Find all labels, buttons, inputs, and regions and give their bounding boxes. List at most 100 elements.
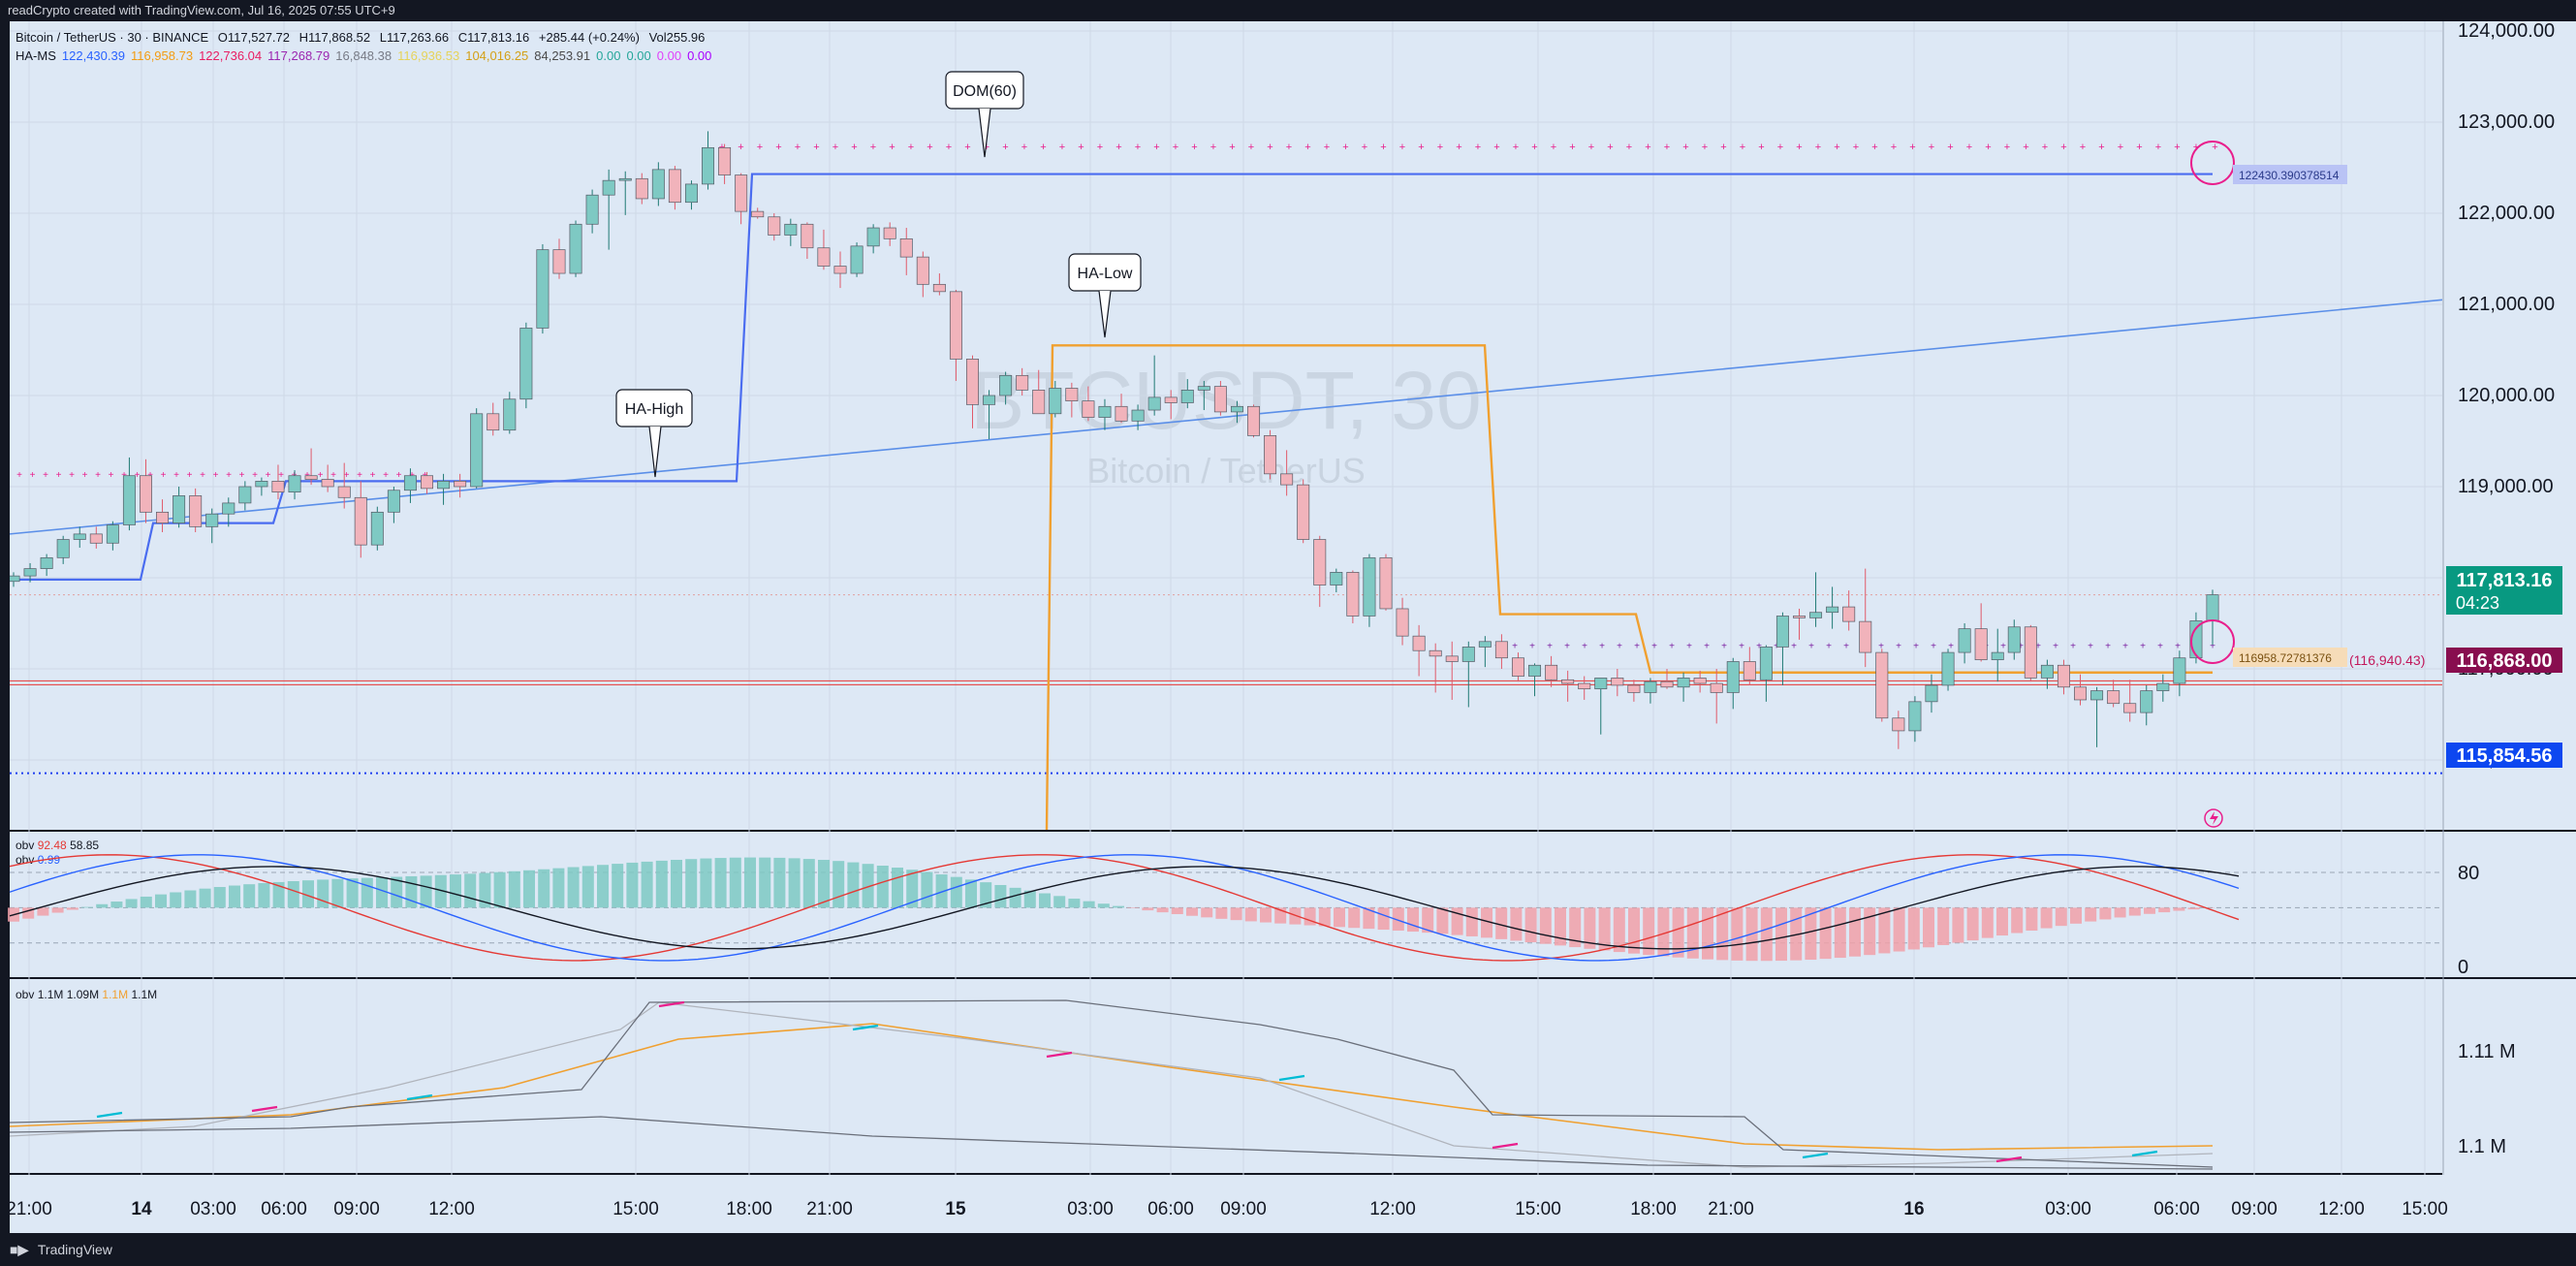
ha-high-callout[interactable]: HA-High [615, 389, 693, 478]
candle-body [817, 247, 831, 267]
time-label-2: 03:00 [190, 1199, 236, 1219]
obv-hist-bar [1318, 907, 1331, 927]
obv-hist-bar [1392, 907, 1404, 932]
low-marker: + [2035, 642, 2041, 652]
dom60-callout[interactable]: DOM(60) [945, 71, 1024, 158]
low-marker: + [1582, 642, 1587, 652]
candle-body [1065, 388, 1079, 401]
obv-lines[interactable]: 1.11 M 1.1 M [9, 999, 2516, 1170]
candle-body [304, 475, 318, 480]
footer: ■▶ TradingView [0, 1233, 2576, 1266]
candle-body [1958, 628, 1971, 653]
dom-marker-early: + [357, 470, 362, 481]
dom-marker: + [1097, 142, 1103, 153]
obv-hist-bar [2026, 907, 2038, 932]
candles[interactable] [8, 131, 2219, 749]
obv-hist-bar [892, 868, 903, 908]
candle-body [718, 146, 732, 175]
obv-oscillator[interactable]: 80 0 [8, 854, 2479, 978]
candle-body [437, 481, 451, 490]
dom-marker: + [1135, 142, 1141, 153]
low-marker: + [2088, 642, 2093, 652]
time-label-14: 15:00 [1515, 1199, 1561, 1219]
dom-marker: + [1853, 142, 1859, 153]
candle-body [1677, 678, 1690, 688]
svg-text:117,813.16: 117,813.16 [2457, 570, 2553, 591]
low-marker: + [1826, 642, 1832, 652]
dom-marker-early: + [396, 470, 402, 481]
obv2-segment [852, 1024, 879, 1031]
obv-hist-bar [1702, 907, 1713, 960]
candle-body [156, 511, 170, 523]
candle-body [519, 328, 533, 400]
candle-body [1115, 405, 1128, 422]
candle-body [1578, 682, 1591, 690]
svg-text:obv 1.1M 1.09M 1.1M 1.1M: obv 1.1M 1.09M 1.1M 1.1M [16, 988, 157, 1001]
candle-body [23, 568, 37, 577]
dom-marker: + [1229, 142, 1235, 153]
time-axis-background [10, 1175, 2442, 1233]
dom-marker: + [927, 142, 932, 153]
dom60-label: DOM(60) [953, 83, 1017, 100]
candle-body [2024, 626, 2037, 679]
low-marker: + [1808, 642, 1814, 652]
obv-hist-bar [66, 907, 79, 910]
obv-hist-bar [361, 877, 373, 908]
y-tick-4: 120,000.00 [2458, 385, 2555, 406]
ha-low-callout[interactable]: HA-Low [1068, 253, 1142, 338]
dom-marker: + [1040, 142, 1046, 153]
dom-marker: + [1342, 142, 1348, 153]
obv-hist-bar [1260, 907, 1272, 923]
obv-hist-bar [1215, 907, 1228, 919]
low-marker: + [2105, 642, 2111, 652]
dom-marker: + [1720, 142, 1726, 153]
candle-body [106, 524, 119, 544]
obv-hist-bar [2099, 907, 2112, 920]
alert-icon[interactable] [2204, 808, 2223, 828]
dom-circle-marker [2190, 141, 2235, 185]
low-marker: + [1564, 642, 1570, 652]
dom-marker: + [1399, 142, 1405, 153]
candle-body [1049, 388, 1062, 415]
time-label-5: 12:00 [428, 1199, 475, 1219]
candle-body [850, 245, 864, 274]
candle-body [1280, 473, 1294, 486]
obv-pane-background [10, 832, 2442, 977]
obv-hist-bar [37, 907, 49, 916]
candle-body [503, 398, 517, 431]
candle-body [1478, 641, 1492, 648]
candle-body [1131, 409, 1145, 422]
candle-body [271, 481, 285, 492]
time-label-7: 18:00 [726, 1199, 772, 1219]
dom-marker: + [832, 142, 838, 153]
obv-hist-bar [1053, 896, 1066, 908]
candlestick-chart[interactable]: BTCUSDT, 30 Bitcoin / TetherUS + + + + + + + + +… [0, 21, 2576, 1233]
obv-hist-bar [229, 885, 240, 908]
obv-hist-bar [729, 857, 741, 908]
dom-marker: + [1437, 142, 1443, 153]
time-label-15: 18:00 [1630, 1199, 1677, 1219]
price-axis-background [2442, 21, 2576, 1233]
obv-hist-bar [464, 873, 477, 908]
tradingview-logo-icon[interactable]: ■▶ [10, 1242, 29, 1257]
dom-marker: + [984, 142, 990, 153]
time-axis[interactable]: 21:00 14 03:00 06:00 09:00 12:00 15:00 18:00 21:… [6, 1199, 2448, 1219]
obv-hist-bar [2055, 907, 2067, 927]
obv-hist-bar [1363, 907, 1375, 930]
low-marker: + [1651, 642, 1657, 652]
obv-hist-bar [1304, 907, 1316, 926]
watermark-sub: Bitcoin / TetherUS [1086, 451, 1365, 491]
time-label-22: 15:00 [2402, 1199, 2448, 1219]
blue-price-badge: 115,854.56 [2446, 743, 2562, 768]
candle-body [2107, 690, 2120, 705]
candle-body [1082, 400, 1095, 418]
obv2-segment [251, 1105, 278, 1113]
legend-symbol: Bitcoin / TetherUS · 30 · BINANCE [16, 30, 208, 45]
candle-body [1809, 612, 1823, 618]
candle-body [585, 194, 599, 225]
obv-hist-bar [125, 899, 138, 908]
obv-hist-bar [552, 868, 565, 908]
svg-text:obv 92.48 58.85: obv 92.48 58.85 [16, 839, 99, 852]
candle-body [1991, 651, 2004, 660]
low-marker: + [1948, 642, 1954, 652]
